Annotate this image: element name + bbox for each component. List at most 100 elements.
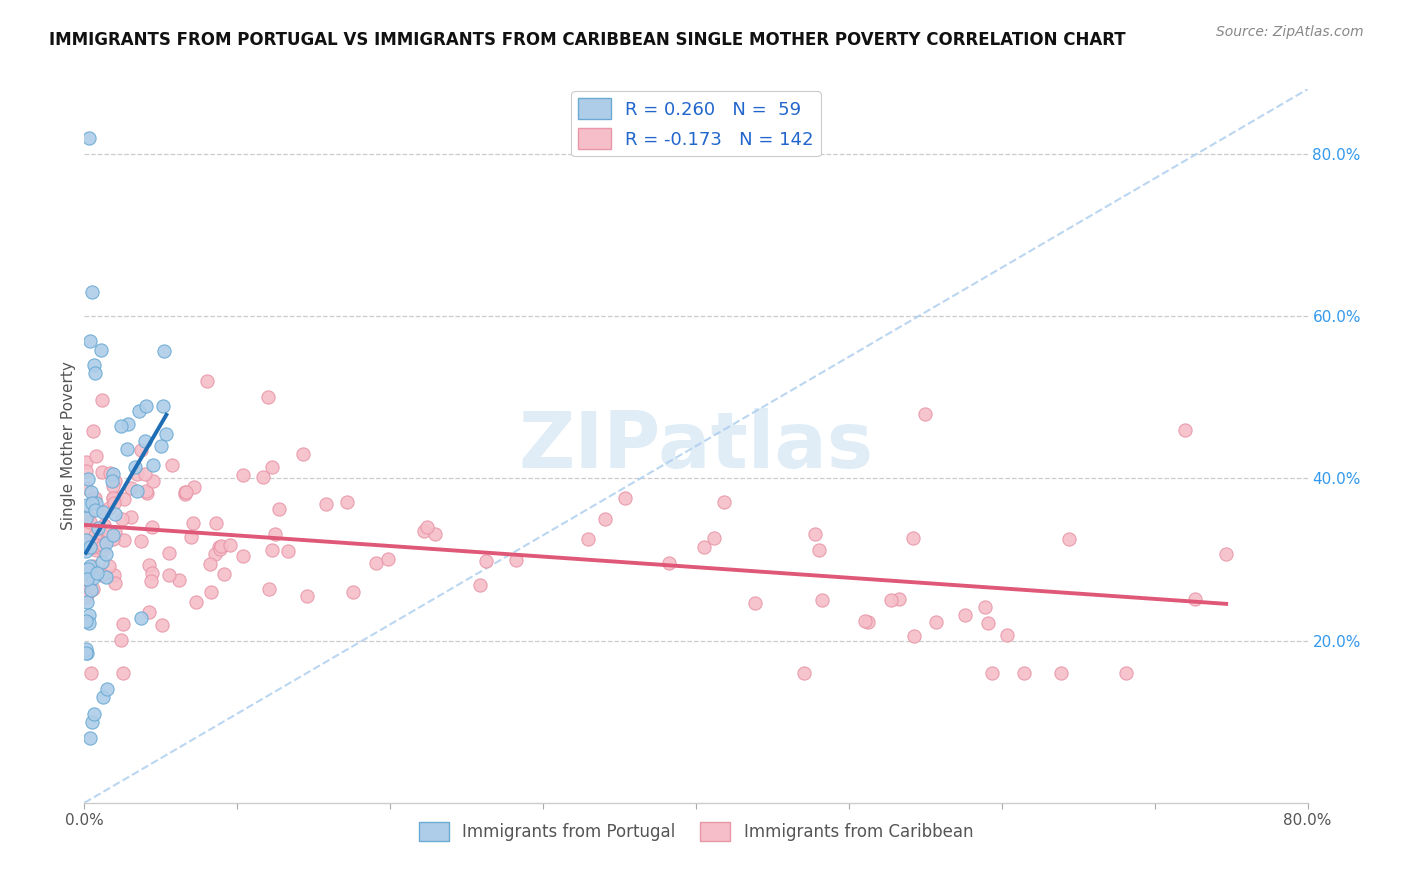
Point (136, 485, 159, 500)
Point (167, 573, 190, 587)
Point (793, 666, 815, 681)
Point (292, 447, 315, 461)
Point (252, 470, 274, 484)
Point (141, 519, 163, 533)
Point (104, 475, 127, 489)
Point (142, 475, 165, 489)
Point (84, 491, 107, 505)
Point (96, 536, 118, 550)
Y-axis label: Single Mother Poverty: Single Mother Poverty (60, 361, 76, 531)
Point (79, 334, 101, 348)
Point (157, 568, 180, 582)
Point (953, 608, 976, 623)
Point (692, 540, 714, 554)
Point (115, 442, 138, 457)
Point (925, 615, 948, 629)
Point (82, 582, 104, 597)
Point (91, 392, 114, 407)
Point (134, 467, 156, 482)
Point (914, 407, 936, 421)
Point (974, 600, 997, 615)
Point (76, 498, 98, 512)
Point (75, 544, 97, 558)
Point (129, 610, 152, 624)
Point (79, 538, 101, 552)
Point (138, 558, 160, 573)
Point (887, 592, 910, 607)
Point (77, 615, 100, 630)
Point (262, 460, 284, 475)
Point (205, 516, 228, 531)
Point (103, 567, 125, 582)
Point (82, 540, 104, 554)
Point (112, 666, 135, 681)
Point (977, 615, 1000, 630)
Point (93, 538, 115, 552)
Point (77, 509, 100, 524)
Point (77, 524, 100, 539)
Point (80, 484, 103, 499)
Point (75, 614, 97, 628)
Point (80, 495, 103, 509)
Point (76, 646, 98, 660)
Point (80, 285, 103, 299)
Point (980, 666, 1002, 681)
Point (416, 520, 439, 534)
Point (198, 558, 221, 572)
Point (93, 504, 115, 518)
Point (128, 404, 150, 418)
Point (84, 449, 107, 463)
Point (77, 131, 100, 145)
Point (104, 508, 127, 522)
Point (77, 586, 100, 600)
Point (84, 496, 107, 510)
Point (174, 484, 197, 499)
Point (505, 552, 527, 566)
Point (135, 483, 157, 498)
Point (174, 484, 197, 499)
Point (208, 540, 231, 554)
Point (150, 439, 173, 453)
Point (744, 596, 766, 610)
Point (80, 714, 103, 729)
Point (104, 575, 127, 590)
Point (98, 559, 121, 574)
Point (995, 627, 1018, 641)
Point (77, 472, 100, 486)
Point (79, 515, 101, 529)
Point (1057, 532, 1080, 546)
Point (90, 343, 112, 357)
Point (79, 731, 101, 745)
Point (125, 467, 148, 481)
Point (703, 531, 725, 545)
Point (153, 344, 176, 359)
Point (75, 464, 97, 478)
Point (75, 455, 97, 469)
Point (219, 538, 242, 552)
Point (83, 528, 105, 542)
Point (1014, 666, 1036, 681)
Point (264, 526, 287, 541)
Point (91, 505, 114, 519)
Point (181, 516, 204, 531)
Point (98, 500, 121, 515)
Point (853, 615, 876, 629)
Point (104, 525, 127, 540)
Point (204, 547, 226, 561)
Point (94, 548, 117, 562)
Point (80, 582, 103, 597)
Point (91, 690, 114, 705)
Point (80, 666, 103, 681)
Point (127, 483, 149, 498)
Point (94, 570, 117, 584)
Point (1050, 666, 1073, 681)
Point (82, 559, 104, 574)
Text: Source: ZipAtlas.com: Source: ZipAtlas.com (1216, 25, 1364, 39)
Point (101, 491, 124, 506)
Point (315, 497, 337, 511)
Point (110, 632, 132, 647)
Point (208, 541, 231, 556)
Point (86, 533, 108, 548)
Point (1115, 666, 1137, 681)
Point (336, 495, 359, 509)
